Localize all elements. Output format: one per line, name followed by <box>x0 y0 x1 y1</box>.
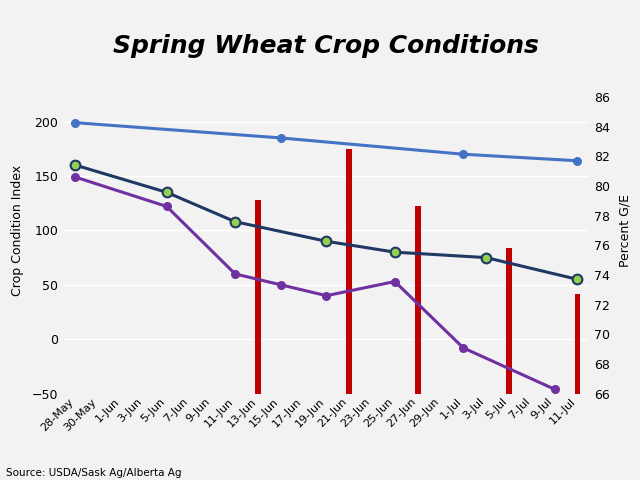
Bar <box>575 293 580 394</box>
Bar <box>506 248 512 394</box>
Text: Source: USDA/Sask Ag/Alberta Ag: Source: USDA/Sask Ag/Alberta Ag <box>6 468 182 478</box>
Bar <box>346 149 352 394</box>
Bar <box>415 206 420 394</box>
Title: Spring Wheat Crop Conditions: Spring Wheat Crop Conditions <box>113 34 540 58</box>
Y-axis label: Percent G/E: Percent G/E <box>619 194 632 267</box>
Bar <box>255 200 261 394</box>
Y-axis label: Crop Condition Index: Crop Condition Index <box>11 165 24 296</box>
